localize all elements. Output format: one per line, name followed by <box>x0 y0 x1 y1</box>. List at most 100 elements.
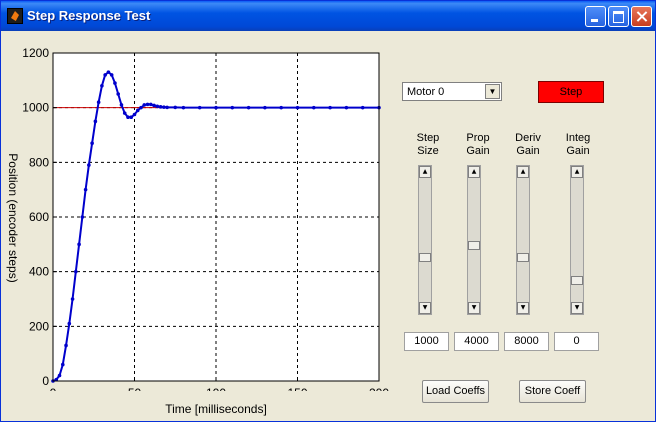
step-size-field[interactable]: 1000 <box>404 332 449 351</box>
prop-gain-field[interactable]: 4000 <box>454 332 499 351</box>
response-point <box>295 105 300 110</box>
response-point <box>113 81 117 85</box>
response-point <box>328 105 332 110</box>
slider-up-arrow-icon[interactable]: ▲ <box>517 166 529 178</box>
response-point <box>87 163 91 167</box>
response-point <box>57 373 62 378</box>
response-point <box>312 105 316 110</box>
integ-gain-label-line2: Gain <box>566 145 590 157</box>
response-point <box>145 102 150 107</box>
response-point <box>155 104 160 109</box>
x-axis-label: Time [milliseconds] <box>165 402 267 416</box>
response-point <box>181 105 186 110</box>
response-point <box>126 115 130 120</box>
response-point <box>93 119 98 124</box>
step-size-slider[interactable]: ▲ ▼ <box>418 165 432 315</box>
response-point <box>116 92 120 96</box>
integ-gain-slider[interactable]: ▲ ▼ <box>570 165 584 315</box>
response-point <box>158 105 163 109</box>
response-point <box>197 105 202 110</box>
title-bar[interactable]: Step Response Test <box>1 1 655 31</box>
response-point <box>67 321 72 326</box>
response-point <box>122 111 127 115</box>
y-tick-label: 600 <box>29 210 49 224</box>
response-point <box>360 105 365 110</box>
response-point <box>132 112 137 117</box>
response-point <box>139 105 143 110</box>
slider-up-arrow-icon[interactable]: ▲ <box>468 166 480 178</box>
response-point <box>103 73 107 77</box>
slider-down-arrow-icon[interactable]: ▼ <box>419 302 431 314</box>
slider-thumb[interactable] <box>517 252 529 262</box>
y-tick-label: 800 <box>29 155 49 169</box>
prop-gain-slider[interactable]: ▲ ▼ <box>467 165 481 315</box>
prop-gain-label-line2: Gain <box>466 145 490 157</box>
maximize-button[interactable] <box>608 6 629 27</box>
response-point <box>142 103 147 107</box>
response-point <box>109 73 114 77</box>
response-point <box>119 103 124 107</box>
response-point <box>162 105 166 109</box>
prop-gain-label: Prop Gain <box>453 132 503 158</box>
slider-thumb[interactable] <box>419 252 431 262</box>
response-line <box>52 70 379 382</box>
step-size-label-line1: Step <box>416 132 440 144</box>
step-response-plot: 0 50 100 150 200 0 200 400 600 800 1000 1200 <box>22 46 389 391</box>
response-point <box>149 102 153 107</box>
response-point <box>83 187 88 192</box>
response-point <box>60 362 65 367</box>
minimize-button[interactable] <box>585 6 606 27</box>
step-size-label: Step Size <box>403 132 453 158</box>
integ-gain-field[interactable]: 0 <box>554 332 599 351</box>
store-coeff-button[interactable]: Store Coeff <box>519 380 586 403</box>
deriv-gain-slider[interactable]: ▲ ▼ <box>516 165 530 315</box>
slider-down-arrow-icon[interactable]: ▼ <box>571 302 583 314</box>
response-point <box>344 105 349 110</box>
deriv-gain-label-line2: Gain <box>516 145 540 157</box>
x-tick-label: 200 <box>369 386 389 391</box>
matlab-icon <box>7 8 23 24</box>
close-button[interactable] <box>631 6 652 27</box>
y-tick-label: 200 <box>29 319 49 333</box>
integ-gain-label-line1: Integ <box>565 132 591 144</box>
response-point <box>80 215 85 219</box>
response-point <box>129 115 134 120</box>
step-size-label-line2: Size <box>417 145 439 157</box>
dropdown-arrow-icon[interactable]: ▼ <box>485 84 500 99</box>
slider-up-arrow-icon[interactable]: ▲ <box>419 166 431 178</box>
slider-up-arrow-icon[interactable]: ▲ <box>571 166 583 178</box>
load-coeffs-button[interactable]: Load Coeffs <box>422 380 489 403</box>
response-point <box>64 343 68 348</box>
motor-select-value: Motor 0 <box>407 86 445 98</box>
motor-select[interactable]: Motor 0 ▼ <box>402 82 502 101</box>
step-button[interactable]: Step <box>538 81 604 103</box>
x-tick-label: 150 <box>287 386 307 391</box>
response-point <box>135 108 140 113</box>
slider-down-arrow-icon[interactable]: ▼ <box>517 302 529 314</box>
response-point <box>74 269 78 274</box>
window-title: Step Response Test <box>27 8 151 23</box>
response-point <box>100 84 104 88</box>
y-tick-label: 0 <box>42 374 49 388</box>
integ-gain-label: Integ Gain <box>553 132 603 158</box>
slider-thumb[interactable] <box>468 241 480 251</box>
response-point <box>214 105 218 110</box>
response-point <box>70 297 75 301</box>
x-tick-label: 100 <box>206 386 226 391</box>
deriv-gain-label: Deriv Gain <box>503 132 553 158</box>
prop-gain-label-line1: Prop <box>466 132 490 144</box>
slider-thumb[interactable] <box>571 275 583 285</box>
deriv-gain-field[interactable]: 8000 <box>504 332 549 351</box>
response-point <box>165 105 169 110</box>
response-point <box>230 105 235 110</box>
response-point <box>279 105 284 110</box>
y-tick-label: 1200 <box>22 46 49 60</box>
x-tick-label: 50 <box>128 386 142 391</box>
response-point <box>246 105 251 110</box>
response-point <box>96 100 101 104</box>
slider-down-arrow-icon[interactable]: ▼ <box>468 302 480 314</box>
y-tick-label: 400 <box>29 265 49 279</box>
y-tick-label: 1000 <box>22 101 49 115</box>
response-point <box>152 103 156 108</box>
